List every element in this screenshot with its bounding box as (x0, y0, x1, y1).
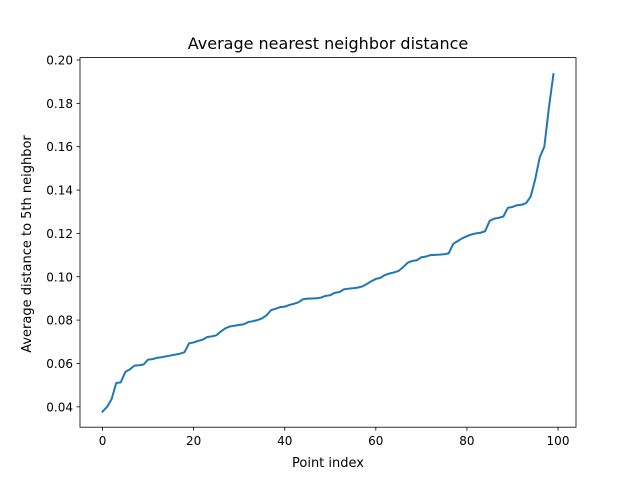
y-axis-label: Average distance to 5th neighbor (20, 135, 35, 353)
y-tick-label: 0.04 (46, 400, 73, 414)
y-tick-label: 0.12 (46, 227, 73, 241)
plot-frame (79, 57, 577, 428)
series-line-0 (101, 72, 555, 414)
chart-title: Average nearest neighbor distance (188, 34, 468, 53)
x-tick-label: 0 (99, 434, 107, 448)
y-tick-label: 0.20 (46, 53, 73, 67)
y-tick-label: 0.10 (46, 270, 73, 284)
y-tick-label: 0.18 (46, 97, 73, 111)
x-axis-ticks: 0 20 40 60 80 100 (99, 427, 570, 448)
y-tick-label: 0.08 (46, 314, 73, 328)
x-tick-label: 80 (459, 434, 474, 448)
y-tick-label: 0.16 (46, 140, 73, 154)
y-axis-ticks: 0.04 0.06 0.08 0.10 0.12 0.14 0.16 0.18 0.20 (46, 53, 80, 414)
x-tick-label: 60 (368, 434, 383, 448)
x-tick-label: 20 (186, 434, 201, 448)
x-tick-label: 40 (277, 434, 292, 448)
series-layer (101, 72, 555, 414)
x-tick-label: 100 (547, 434, 570, 448)
x-axis-label: Point index (292, 456, 364, 471)
y-tick-label: 0.06 (46, 357, 73, 371)
y-tick-label: 0.14 (46, 184, 73, 198)
